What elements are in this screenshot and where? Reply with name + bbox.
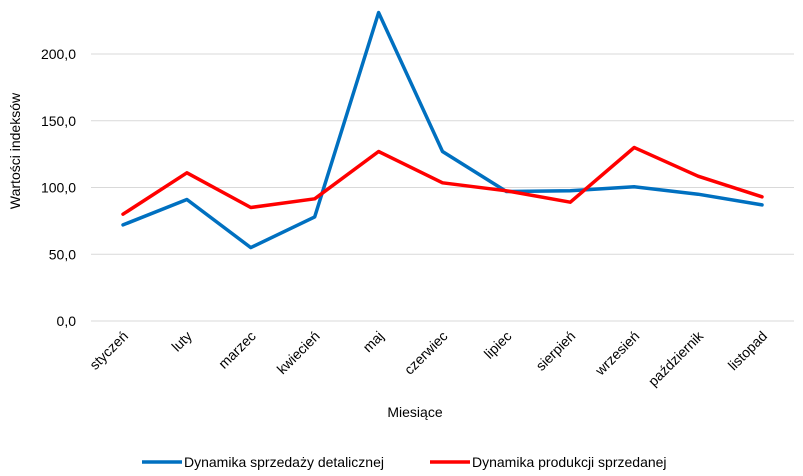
x-axis-title: Miesiące	[387, 404, 442, 420]
y-tick-labels: 0,0 50,0 100,0 150,0 200,0	[41, 46, 76, 329]
y-tick-label: 0,0	[57, 313, 77, 329]
y-tick-label: 150,0	[41, 113, 76, 129]
x-tick-label: sierpień	[532, 328, 578, 374]
x-tick-label: listopad	[725, 328, 770, 373]
x-tick-label: lipiec	[481, 328, 515, 362]
x-tick-label: marzec	[215, 328, 259, 372]
x-tick-label: wrzesień	[591, 328, 642, 379]
gridlines	[91, 53, 794, 322]
x-tick-label: maj	[359, 328, 386, 355]
y-axis-title: Wartości indeksów	[7, 92, 23, 209]
x-tick-labels: styczeń luty marzec kwiecień maj czerwiec lipi…	[86, 327, 770, 389]
x-tick-label: październik	[645, 327, 707, 389]
x-tick-label: luty	[168, 328, 195, 355]
legend-label-1: Dynamika sprzedaży detalicznej	[184, 454, 384, 470]
series-lines	[121, 10, 764, 250]
y-tick-label: 200,0	[41, 46, 76, 62]
x-tick-label: czerwiec	[401, 328, 451, 378]
x-tick-label: styczeń	[86, 328, 131, 373]
y-tick-label: 100,0	[41, 180, 76, 196]
series-line-2	[121, 145, 764, 216]
y-tick-label: 50,0	[49, 246, 76, 262]
legend-label-2: Dynamika produkcji sprzedanej	[472, 454, 667, 470]
series-line-1	[121, 10, 764, 250]
legend: Dynamika sprzedaży detalicznej Dynamika p…	[142, 454, 667, 470]
x-tick-label: kwiecień	[274, 328, 323, 377]
